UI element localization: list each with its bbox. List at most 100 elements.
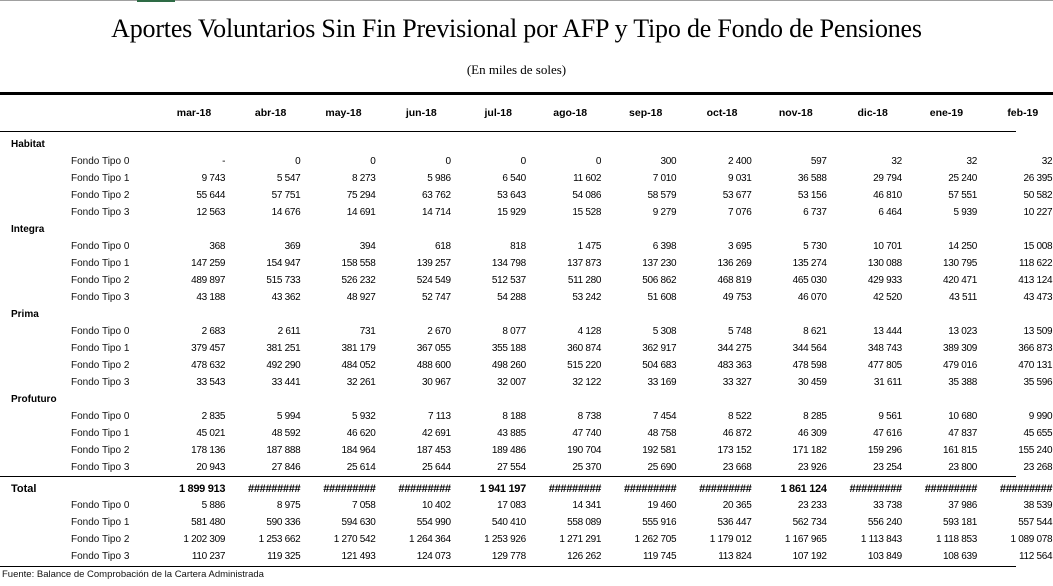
cell-value: 63 762	[421, 190, 451, 201]
cell-value: 5 730	[803, 241, 827, 252]
page-title: Aportes Voluntarios Sin Fin Previsional …	[111, 14, 922, 43]
cell-value: 557 544	[1018, 517, 1053, 528]
cell-value: 536 447	[717, 517, 752, 528]
column-header-jul-18: jul-18	[451, 95, 526, 131]
cell-value: 478 598	[792, 360, 827, 371]
cell-value: 51 608	[647, 292, 677, 303]
table-row: Fondo Tipo 3 33 543 33 441 32 261 30 967 32 0…	[0, 374, 1053, 391]
cell-value: -	[222, 156, 226, 167]
cell-value: 23 233	[797, 500, 827, 511]
cell-value: 555 916	[642, 517, 677, 528]
cell-value: 15 929	[497, 207, 526, 218]
cell-value: 492 290	[266, 360, 301, 371]
table-row: Fondo Tipo 0 2 835 5 994 5 932 7 113 8 188 8 7…	[0, 408, 1053, 425]
cell-value: 5 986	[427, 173, 451, 184]
column-header-label: oct-18	[706, 107, 738, 119]
cell-value: 2 670	[427, 326, 451, 337]
total-value: #########	[999, 482, 1053, 495]
cell-value: 1 118 853	[936, 534, 978, 545]
cell-value: 11 602	[573, 173, 602, 184]
cell-value: 10 227	[1023, 207, 1053, 218]
cell-value: 36 588	[797, 173, 827, 184]
total-value: #########	[248, 482, 301, 495]
cell-value: 360 874	[567, 343, 602, 354]
cell-value: 581 480	[191, 517, 226, 528]
cell-value: 25 240	[948, 173, 978, 184]
cell-value: 0	[445, 156, 451, 167]
cell-value: 15 528	[572, 207, 602, 218]
cell-value: 121 493	[341, 551, 376, 562]
cell-value: 300	[660, 156, 677, 167]
cell-value: 25 370	[572, 462, 602, 473]
cell-value: 5 932	[352, 411, 376, 422]
cell-value: 46 810	[873, 190, 902, 201]
fund-type-label: Fondo Tipo 1	[71, 428, 130, 439]
table-row: Fondo Tipo 0 5 886 8 975 7 058 10 402 17 083 1…	[0, 497, 1053, 514]
column-header-mar-18: mar-18	[150, 95, 225, 131]
cell-value: 48 927	[346, 292, 376, 303]
fund-type-label: Fondo Tipo 1	[71, 343, 130, 354]
fund-type-label: Fondo Tipo 0	[71, 156, 130, 167]
cell-value: 50 582	[1023, 190, 1053, 201]
cell-value: 126 262	[567, 551, 602, 562]
cell-value: 20 365	[722, 500, 752, 511]
cell-value: 53 242	[572, 292, 602, 303]
cell-value: 107 192	[792, 551, 827, 562]
cell-value: 478 632	[191, 360, 226, 371]
fund-type-label: Fondo Tipo 3	[71, 377, 130, 388]
cell-value: 23 254	[873, 462, 902, 473]
table-row: Fondo Tipo 3 20 943 27 846 25 614 25 644 27 5…	[0, 459, 1053, 476]
column-header-oct-18: oct-18	[676, 95, 751, 131]
cell-value: 9 561	[878, 411, 902, 422]
cell-value: 46 309	[797, 428, 827, 439]
group-header-row: Habitat	[0, 136, 1052, 153]
cell-value: 137 873	[567, 258, 602, 269]
cell-value: 32 261	[346, 377, 376, 388]
cell-value: 504 683	[642, 360, 677, 371]
cell-value: 5 547	[276, 173, 301, 184]
cell-value: 137 230	[642, 258, 677, 269]
cell-value: 594 630	[341, 517, 376, 528]
cell-value: 33 543	[196, 377, 226, 388]
cell-value: 344 564	[792, 343, 827, 354]
cell-value: 14 714	[421, 207, 451, 218]
cell-value: 470 131	[1018, 360, 1053, 371]
cell-value: 8 522	[727, 411, 752, 422]
source-note: Fuente: Balance de Comprobación de la Ca…	[2, 569, 264, 580]
cell-value: 110 237	[191, 551, 226, 562]
cell-value: 46 070	[797, 292, 827, 303]
cell-value: 9 990	[1028, 411, 1053, 422]
cell-value: 524 549	[416, 275, 451, 286]
table-row: Fondo Tipo 1 581 480 590 336 594 630 554 990…	[0, 514, 1053, 531]
cell-value: 8 285	[803, 411, 827, 422]
cell-value: 124 073	[416, 551, 451, 562]
cell-value: 130 795	[943, 258, 978, 269]
cell-value: 1 264 364	[408, 534, 451, 545]
fund-type-label: Fondo Tipo 0	[71, 500, 130, 511]
cell-value: 187 888	[266, 445, 301, 456]
cell-value: 119 745	[643, 551, 677, 562]
cell-value: 53 677	[722, 190, 752, 201]
cell-value: 479 016	[943, 360, 978, 371]
cell-value: 6 737	[803, 207, 827, 218]
table-row: Fondo Tipo 1 9 743 5 547 8 273 5 986 6 540 11 …	[0, 170, 1053, 187]
cell-value: 45 021	[196, 428, 226, 439]
cell-value: 554 990	[416, 517, 451, 528]
cell-value: 57 751	[271, 190, 301, 201]
cell-value: 7 454	[652, 411, 677, 422]
data-table: mar-18 abr-18 may-18 jun-18 jul-18 ago-18 sep-…	[0, 95, 1053, 565]
cell-value: 46 872	[722, 428, 752, 439]
fund-type-label: Fondo Tipo 3	[71, 292, 130, 303]
cell-value: 23 668	[722, 462, 752, 473]
cell-value: 154 947	[266, 258, 301, 269]
cell-value: 31 611	[873, 377, 902, 388]
total-value: #########	[849, 482, 903, 495]
column-header-label: may-18	[325, 107, 362, 119]
group-header-row: Profuturo	[0, 391, 1052, 408]
fund-type-label: Fondo Tipo 0	[71, 326, 130, 337]
column-header-label: mar-18	[176, 107, 212, 119]
cell-value: 49 753	[722, 292, 752, 303]
cell-value: 512 537	[491, 275, 526, 286]
cell-value: 506 862	[642, 275, 677, 286]
active-tab-indicator	[137, 0, 175, 2]
